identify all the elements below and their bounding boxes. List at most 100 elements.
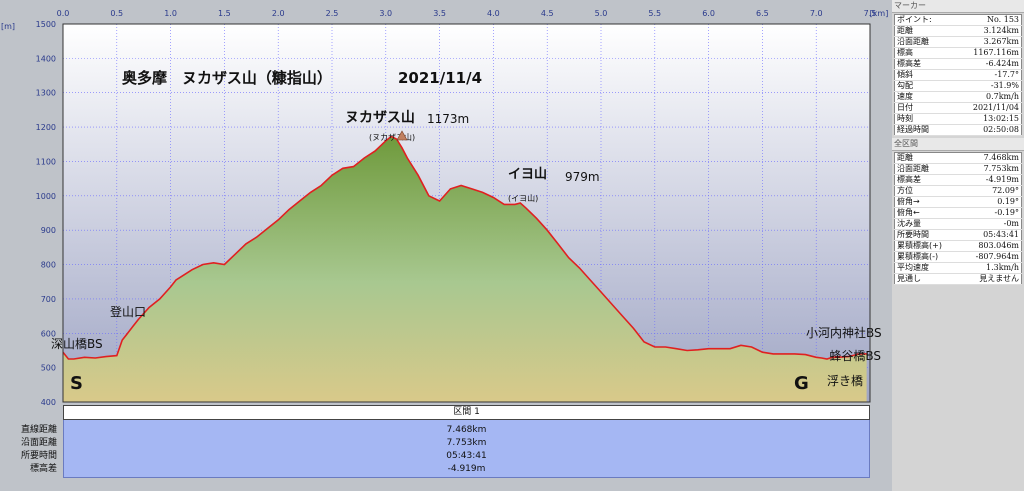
x-tick-label: 7.0 bbox=[810, 9, 823, 18]
summary-panel: 区間 1 7.468km 7.753km 05:43:41 -4.919m bbox=[63, 405, 870, 478]
summary-header[interactable]: 区間 1 bbox=[63, 405, 870, 420]
x-tick-label: 0.5 bbox=[110, 9, 123, 18]
y-tick-label: 500 bbox=[41, 364, 56, 373]
total-panel-title: 全区間 bbox=[892, 138, 1024, 151]
x-tick-label: 2.0 bbox=[272, 9, 285, 18]
panel-row: 標高差 -4.919m bbox=[894, 174, 1022, 186]
panel-row: ポイント: No. 153 bbox=[894, 14, 1022, 26]
panel-row: 日付 2021/11/04 bbox=[894, 102, 1022, 114]
peak-sub-nukazasu: (ヌカザス山) bbox=[369, 132, 415, 142]
panel-row-value: 13:02:15 bbox=[949, 113, 1022, 125]
panel-row-value: 2021/11/04 bbox=[949, 102, 1022, 114]
panel-row-label: 標高 bbox=[894, 47, 950, 59]
summary-label: 標高差 bbox=[29, 464, 57, 474]
elevation-chart: 0.0 0.5 1.0 1.5 2.0 2.5 3.0 3.5 4.0 4.5 5.0 5.5 6.0 6… bbox=[1, 9, 889, 405]
panel-row-label: 標高差 bbox=[894, 174, 960, 186]
panel-row-value: -0.19° bbox=[959, 207, 1022, 219]
summary-label: 直線距離 bbox=[20, 425, 57, 435]
x-unit-label: [km] bbox=[870, 9, 889, 18]
panel-row-label: 勾配 bbox=[894, 80, 950, 92]
panel-row: 沈み量 -0m bbox=[894, 218, 1022, 230]
x-tick-label: 3.5 bbox=[433, 9, 446, 18]
peak-marker-icon bbox=[396, 130, 408, 141]
panel-row-label: 見通し bbox=[894, 273, 960, 285]
summary-labels: 直線距離 沿面距離 所要時間 標高差 bbox=[0, 424, 60, 476]
peak-elev-iyo: 979m bbox=[565, 170, 600, 184]
summary-value: 7.753km bbox=[446, 438, 487, 448]
label-trailhead: 登山口 bbox=[110, 304, 146, 319]
x-tick-label: 6.5 bbox=[756, 9, 769, 18]
peak-label-iyo: イヨ山 bbox=[508, 166, 547, 182]
panel-row: 速度 0.7km/h bbox=[894, 91, 1022, 103]
panel-row: 距離 7.468km bbox=[894, 152, 1022, 164]
panel-row-value: 見えません bbox=[959, 273, 1022, 285]
panel-row-label: 日付 bbox=[894, 102, 950, 114]
panel-row-label: 累積標高(-) bbox=[894, 251, 960, 263]
panel-row-label: 平均速度 bbox=[894, 262, 960, 274]
x-tick-label: 1.5 bbox=[218, 9, 231, 18]
panel-row: 傾斜 -17.7° bbox=[894, 69, 1022, 81]
summary-label: 沿面距離 bbox=[20, 438, 57, 448]
panel-row-value: -4.919m bbox=[959, 174, 1022, 186]
panel-row: 勾配 -31.9% bbox=[894, 80, 1022, 92]
x-tick-label: 5.5 bbox=[648, 9, 661, 18]
panel-row-value: No. 153 bbox=[949, 14, 1022, 26]
info-side-panel: マーカー ポイント: No. 153 距離 3.124km 沿面距離 3.267km 標高 1… bbox=[892, 0, 1024, 491]
panel-row-label: ポイント: bbox=[894, 14, 950, 26]
panel-row-value: 72.09° bbox=[959, 185, 1022, 197]
summary-value: 05:43:41 bbox=[446, 451, 487, 461]
x-tick-label: 5.0 bbox=[595, 9, 608, 18]
x-tick-label: 2.5 bbox=[326, 9, 339, 18]
label-goal-bus-stop: 蜂谷橋BS bbox=[829, 349, 881, 363]
panel-row-label: 経過時間 bbox=[894, 124, 950, 136]
panel-row-label: 累積標高(+) bbox=[894, 240, 960, 252]
chart-title: 奥多摩 ヌカザス山（糠指山） bbox=[122, 69, 332, 87]
panel-row-value: 7.468km bbox=[959, 152, 1022, 164]
y-tick-label: 1300 bbox=[36, 89, 56, 98]
panel-row: 平均速度 1.3km/h bbox=[894, 262, 1022, 274]
panel-row: 所要時間 05:43:41 bbox=[894, 229, 1022, 241]
x-tick-label: 6.0 bbox=[702, 9, 715, 18]
panel-row: 俯角→ 0.19° bbox=[894, 196, 1022, 208]
y-tick-label: 600 bbox=[41, 329, 56, 338]
label-floating-bridge: 浮き橋 bbox=[827, 374, 863, 388]
panel-row-value: 0.19° bbox=[959, 196, 1022, 208]
summary-value: 7.468km bbox=[446, 425, 487, 435]
panel-row: 時刻 13:02:15 bbox=[894, 113, 1022, 125]
label-start-bus-stop: 深山橋BS bbox=[51, 337, 103, 351]
start-marker: S bbox=[70, 373, 83, 394]
panel-row-label: 時刻 bbox=[894, 113, 950, 125]
panel-row-label: 所要時間 bbox=[894, 229, 960, 241]
x-tick-label: 4.5 bbox=[541, 9, 554, 18]
y-tick-label: 700 bbox=[41, 295, 56, 304]
panel-row-label: 沈み量 bbox=[894, 218, 960, 230]
y-tick-label: 400 bbox=[41, 398, 56, 405]
panel-row: 沿面距離 7.753km bbox=[894, 163, 1022, 175]
panel-row: 累積標高(-) -807.964m bbox=[894, 251, 1022, 263]
panel-row-label: 沿面距離 bbox=[894, 163, 960, 175]
panel-row-value: -807.964m bbox=[959, 251, 1022, 263]
x-tick-label: 4.0 bbox=[487, 9, 500, 18]
y-tick-label: 900 bbox=[41, 226, 56, 235]
panel-row-value: 1167.116m bbox=[949, 47, 1022, 59]
peak-elev-nukazasu: 1173m bbox=[427, 112, 469, 126]
panel-row-value: 3.124km bbox=[949, 25, 1022, 37]
peak-label-nukazasu: ヌカザス山 bbox=[345, 110, 415, 126]
panel-row-value: 02:50:08 bbox=[949, 124, 1022, 136]
y-unit-label: [m] bbox=[1, 22, 15, 31]
plot-border bbox=[62, 23, 871, 403]
panel-row-label: 俯角→ bbox=[894, 196, 960, 208]
y-tick-label: 1500 bbox=[36, 20, 56, 29]
total-table: 距離 7.468km 沿面距離 7.753km 標高差 -4.919m 方位 72.09° 俯角… bbox=[894, 152, 1022, 285]
panel-row: 方位 72.09° bbox=[894, 185, 1022, 197]
panel-row: 経過時間 02:50:08 bbox=[894, 124, 1022, 136]
chart-date: 2021/11/4 bbox=[398, 69, 482, 87]
panel-row-value: 803.046m bbox=[959, 240, 1022, 252]
marker-panel-title: マーカー bbox=[892, 0, 1024, 13]
x-tick-label: 3.0 bbox=[379, 9, 392, 18]
x-tick-label: 7.5 bbox=[864, 9, 877, 18]
panel-row-value: 0.7km/h bbox=[949, 91, 1022, 103]
summary-value: -4.919m bbox=[447, 464, 486, 474]
panel-row-label: 距離 bbox=[894, 152, 960, 164]
panel-row-value: -0m bbox=[959, 218, 1022, 230]
